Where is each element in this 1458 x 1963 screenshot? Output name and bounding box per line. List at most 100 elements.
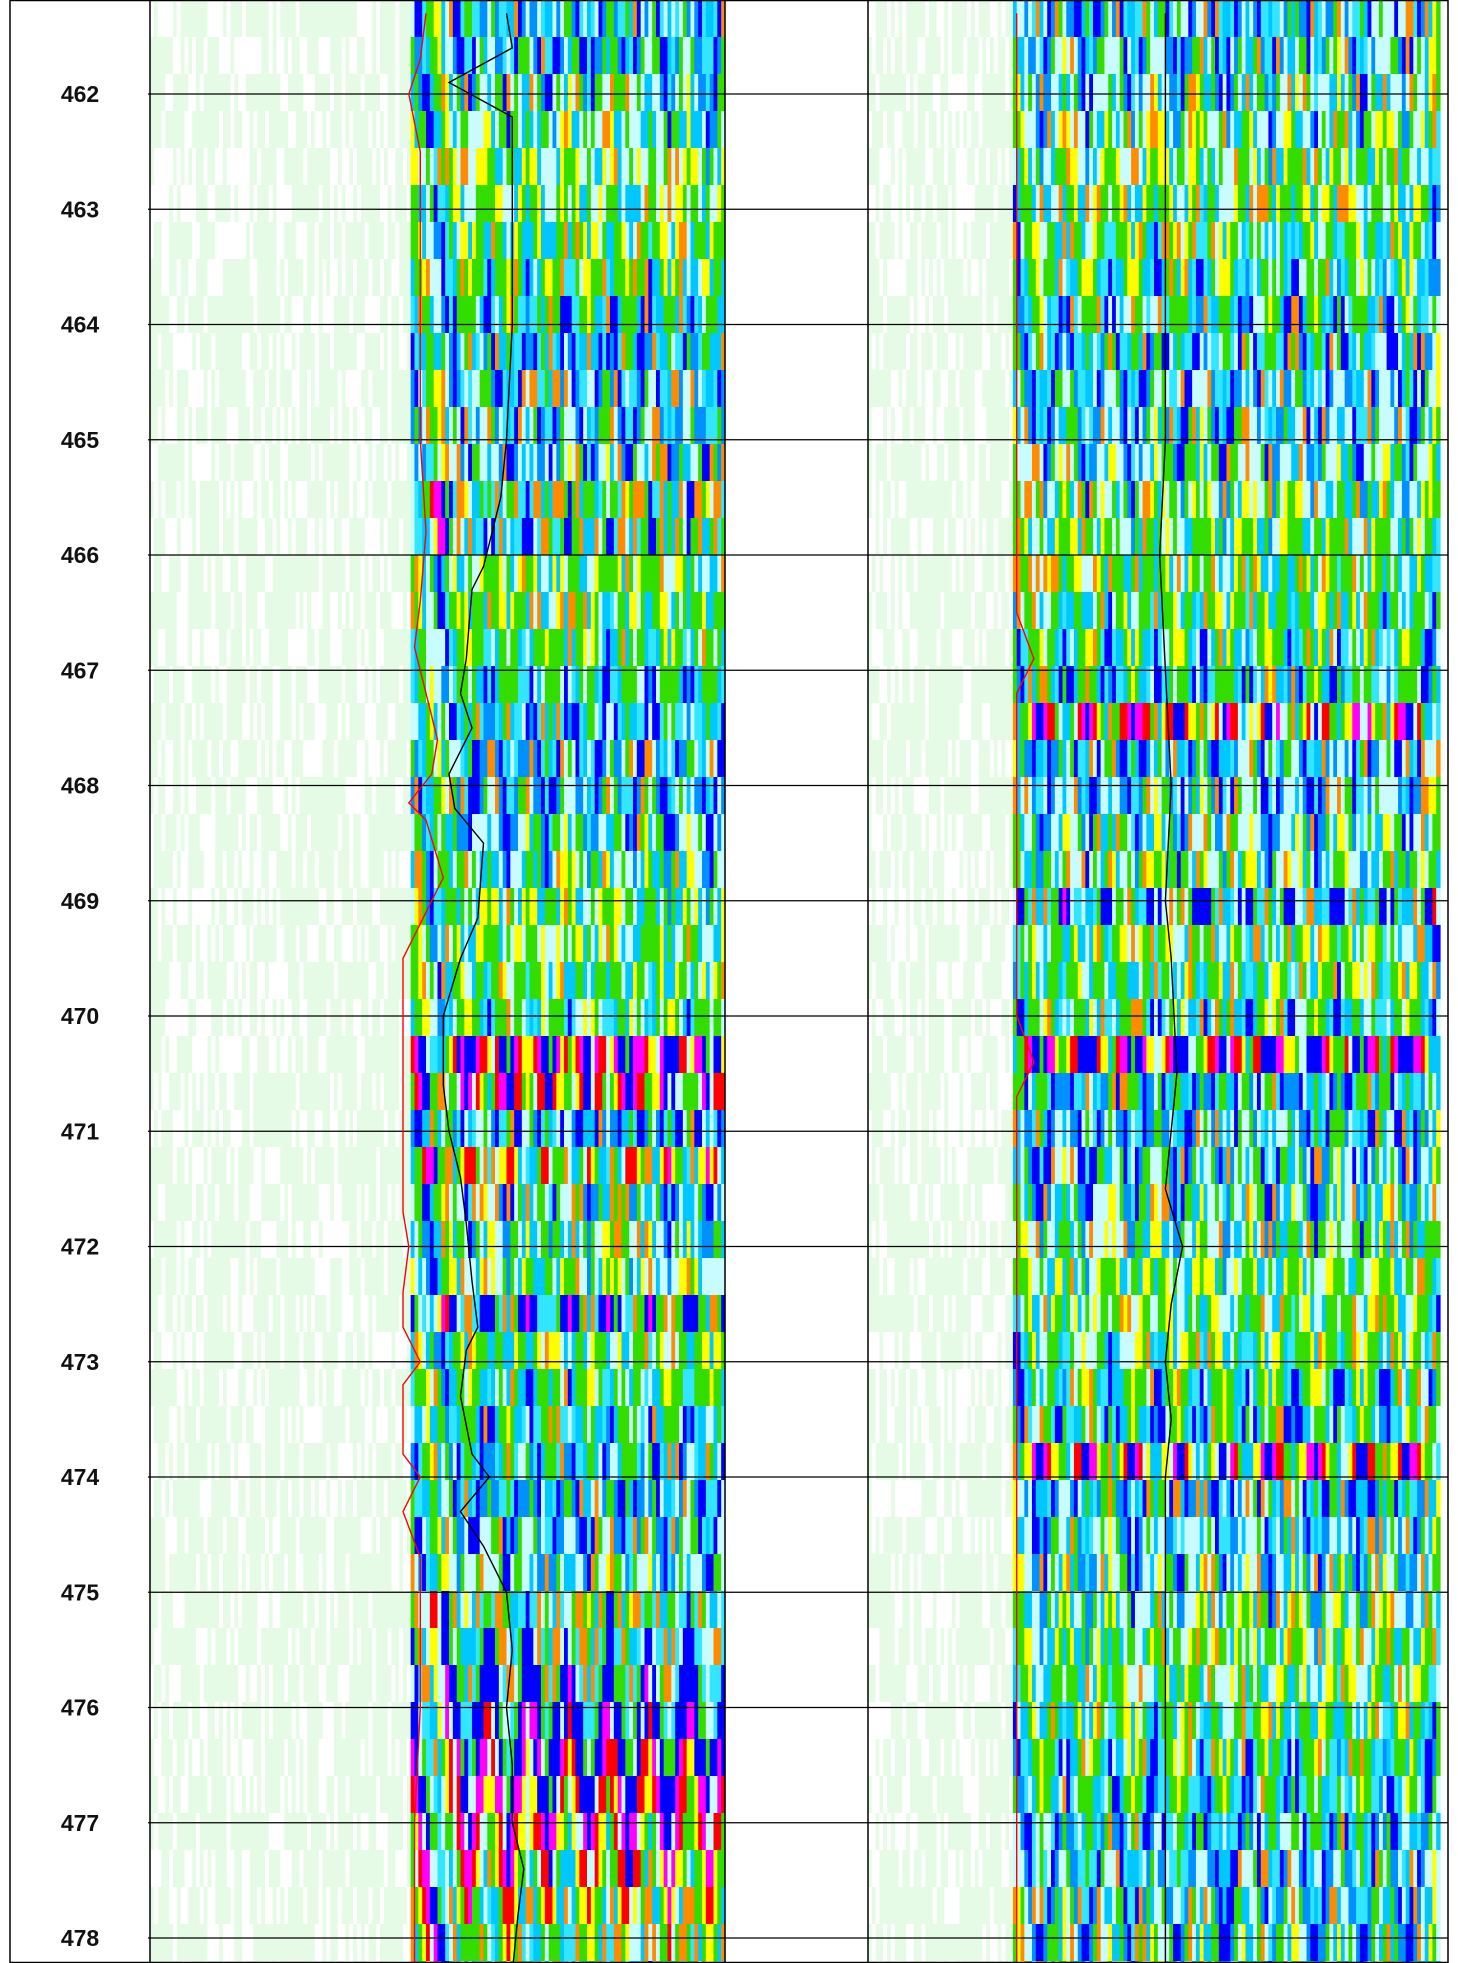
heatmap-cell — [184, 851, 189, 888]
heatmap-cell — [199, 1184, 205, 1221]
heatmap-cell — [606, 851, 611, 888]
heatmap-cell — [169, 1036, 174, 1073]
heatmap-cell — [487, 962, 492, 999]
heatmap-cell — [537, 222, 542, 259]
heatmap-cell — [399, 37, 404, 74]
heatmap-cell — [556, 259, 561, 296]
heatmap-cell — [165, 444, 170, 481]
heatmap-cell — [583, 592, 588, 629]
heatmap-cell — [330, 444, 335, 481]
heatmap-cell — [188, 481, 193, 518]
heatmap-cell — [261, 888, 266, 925]
heatmap-cell — [383, 518, 389, 555]
heatmap-cell — [291, 37, 297, 74]
heatmap-cell — [671, 629, 676, 666]
heatmap-cell — [349, 444, 354, 481]
heatmap-cell — [372, 333, 377, 370]
heatmap-cell — [295, 407, 301, 444]
heatmap-cell — [590, 888, 596, 925]
heatmap-cell — [613, 1073, 619, 1110]
heatmap-cell — [456, 37, 462, 74]
heatmap-cell — [383, 185, 389, 222]
heatmap-cell — [514, 851, 519, 888]
heatmap-cell — [644, 1110, 649, 1147]
heatmap-cell — [587, 74, 592, 111]
heatmap-cell — [594, 629, 600, 666]
heatmap-cell — [230, 925, 235, 962]
heatmap-cell — [506, 518, 511, 555]
heatmap-cell — [322, 851, 327, 888]
heatmap-cell — [445, 74, 450, 111]
heatmap-cell — [406, 370, 412, 407]
heatmap-cell — [399, 74, 404, 111]
heatmap-cell — [180, 666, 186, 703]
heatmap-cell — [579, 666, 584, 703]
heatmap-cell — [698, 296, 703, 333]
heatmap-cell — [583, 148, 588, 185]
heatmap-cell — [326, 185, 331, 222]
heatmap-cell — [479, 444, 485, 481]
heatmap-cell — [713, 444, 718, 481]
heatmap-cell — [318, 703, 324, 740]
heatmap-cell — [525, 962, 531, 999]
heatmap-cell — [713, 666, 718, 703]
heatmap-cell — [456, 481, 462, 518]
heatmap-cell — [150, 814, 155, 851]
heatmap-cell — [376, 629, 381, 666]
heatmap-cell — [276, 185, 281, 222]
heatmap-cell — [514, 185, 519, 222]
heatmap-cell — [514, 888, 519, 925]
heatmap-cell — [280, 296, 285, 333]
heatmap-cell — [475, 111, 481, 148]
heatmap-cell — [686, 333, 692, 370]
heatmap-cell — [429, 1184, 435, 1221]
heatmap-cell — [376, 185, 381, 222]
heatmap-cell — [521, 629, 527, 666]
heatmap-cell — [564, 259, 569, 296]
heatmap-cell — [426, 814, 431, 851]
heatmap-cell — [495, 555, 500, 592]
heatmap-cell — [433, 1110, 439, 1147]
heatmap-cell — [709, 259, 715, 296]
heatmap-cell — [475, 444, 481, 481]
heatmap-cell — [648, 111, 653, 148]
heatmap-cell — [215, 518, 220, 555]
heatmap-cell — [230, 1221, 235, 1258]
heatmap-cell — [169, 148, 174, 185]
heatmap-cell — [184, 1036, 189, 1073]
heatmap-cell — [521, 1110, 527, 1147]
heatmap-cell — [625, 1036, 630, 1073]
heatmap-cell — [337, 1073, 343, 1110]
heatmap-cell — [383, 1073, 389, 1110]
heatmap-cell — [280, 629, 285, 666]
heatmap-cell — [686, 1073, 692, 1110]
heatmap-cell — [606, 629, 611, 666]
heatmap-cell — [422, 1036, 427, 1073]
heatmap-cell — [495, 185, 500, 222]
heatmap-cell — [230, 703, 235, 740]
heatmap-cell — [713, 37, 718, 74]
heatmap-cell — [656, 1147, 661, 1184]
heatmap-cell — [276, 1073, 281, 1110]
heatmap-cell — [571, 259, 577, 296]
heatmap-cell — [721, 481, 726, 518]
heatmap-cell — [391, 296, 396, 333]
heatmap-cell — [265, 962, 270, 999]
heatmap-cell — [491, 481, 496, 518]
heatmap-cell — [564, 444, 569, 481]
heatmap-cell — [460, 370, 465, 407]
heatmap-cell — [299, 370, 304, 407]
heatmap-cell — [656, 851, 661, 888]
heatmap-cell — [334, 1147, 339, 1184]
heatmap-cell — [659, 740, 665, 777]
heatmap-cell — [295, 1221, 301, 1258]
heatmap-cell — [192, 999, 197, 1036]
heatmap-cell — [429, 518, 435, 555]
heatmap-cell — [288, 1073, 293, 1110]
heatmap-cell — [717, 1184, 722, 1221]
heatmap-cell — [253, 148, 258, 185]
heatmap-cell — [226, 1221, 232, 1258]
heatmap-cell — [410, 222, 416, 259]
heatmap-cell — [506, 148, 511, 185]
heatmap-cell — [671, 1036, 676, 1073]
